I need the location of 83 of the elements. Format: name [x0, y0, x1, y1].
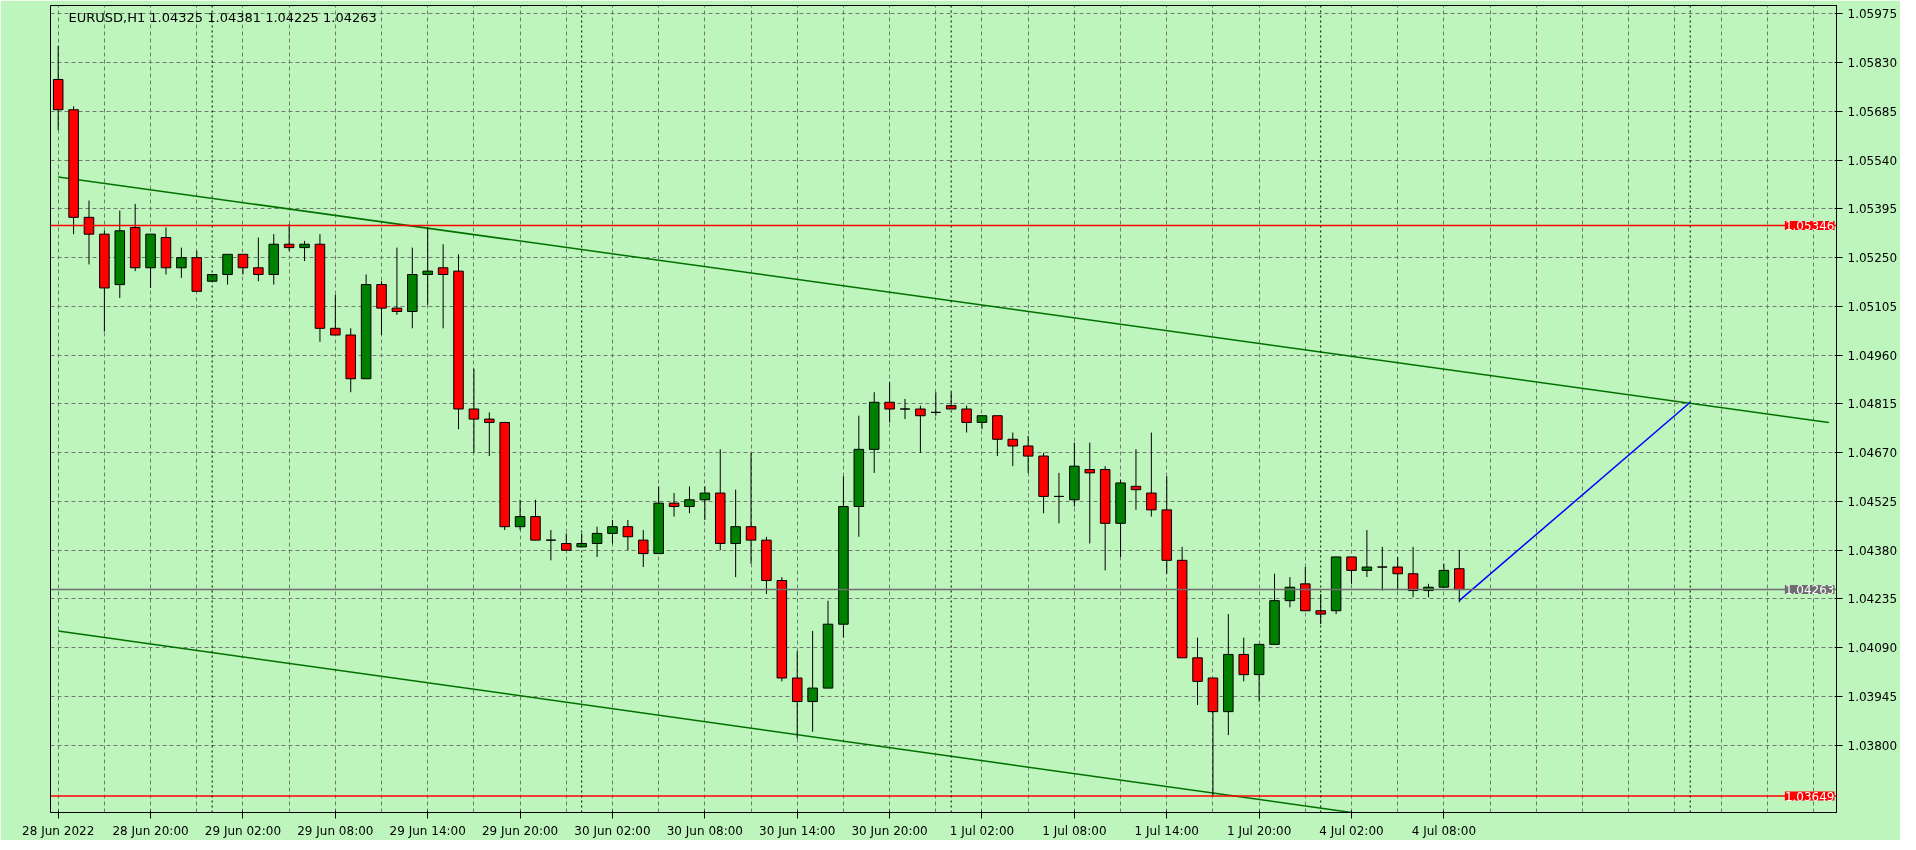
candlestick — [807, 630, 818, 733]
candlestick — [1392, 556, 1403, 592]
candlestick — [684, 485, 695, 514]
candlestick — [1022, 435, 1034, 474]
x-tick-label: 30 Jun 20:00 — [851, 823, 928, 838]
candlestick — [899, 398, 911, 420]
candlestick — [730, 489, 741, 578]
candlestick — [1454, 549, 1465, 603]
y-tick-label: 1.05250 — [1847, 251, 1898, 266]
candlestick — [1146, 432, 1157, 518]
candlestick — [884, 381, 895, 423]
candlestick — [1407, 546, 1419, 598]
candlestick — [176, 247, 187, 279]
candlestick — [1084, 442, 1096, 544]
candlestick — [1007, 432, 1019, 467]
y-tick-label: 1.04815 — [1847, 397, 1898, 412]
y-tick-label: 1.04235 — [1847, 592, 1898, 607]
candlestick — [253, 237, 264, 282]
candlestick — [530, 499, 541, 541]
candlestick — [222, 253, 233, 286]
x-tick-label: 29 Jun 20:00 — [481, 823, 559, 838]
x-tick-label: 30 Jun 14:00 — [759, 823, 836, 838]
y-tick-label: 1.05830 — [1847, 56, 1898, 71]
x-tick-label: 28 Jun 20:00 — [112, 823, 189, 838]
x-tick-label: 29 Jun 14:00 — [389, 823, 466, 838]
y-tick-label: 1.04090 — [1847, 641, 1898, 656]
candlestick — [1346, 556, 1357, 585]
candlestick — [514, 499, 526, 531]
candlestick — [591, 526, 603, 558]
y-tick-label: 1.03800 — [1847, 738, 1898, 753]
candlestick — [1438, 563, 1450, 588]
chart-title: EURUSD,H1 1.04325 1.04381 1.04225 1.04263 — [68, 9, 377, 25]
y-tick-label: 1.05395 — [1847, 202, 1898, 217]
candlestick — [607, 519, 618, 544]
candlestick — [1192, 637, 1203, 706]
candlestick — [699, 485, 711, 521]
y-tick-label: 1.04380 — [1847, 543, 1898, 558]
y-tick-label: 1.05685 — [1847, 104, 1898, 119]
x-tick-label: 4 Jul 02:00 — [1319, 823, 1384, 838]
y-tick-label: 1.05540 — [1847, 153, 1898, 168]
x-tick-label: 1 Jul 20:00 — [1226, 823, 1292, 838]
ref-line-label: 1.03649 — [1784, 789, 1835, 804]
y-tick-label: 1.03945 — [1847, 689, 1898, 704]
ref-line-label: 1.04263 — [1784, 583, 1835, 598]
candlestick — [961, 405, 972, 434]
x-tick-label: 30 Jun 02:00 — [574, 823, 651, 838]
candlestick — [1361, 529, 1373, 578]
candlestick — [1053, 472, 1065, 524]
candlestick — [745, 452, 757, 565]
candlestick — [376, 280, 387, 336]
y-tick-label: 1.05105 — [1847, 299, 1898, 314]
candlestick — [992, 415, 1003, 457]
candlestick — [1238, 637, 1250, 682]
x-tick-label: 1 Jul 08:00 — [1042, 823, 1107, 838]
y-tick-label: 1.04670 — [1847, 446, 1898, 461]
x-tick-label: 29 Jun 08:00 — [297, 823, 374, 838]
candlestick — [915, 405, 926, 454]
y-tick-label: 1.04960 — [1847, 348, 1898, 363]
x-tick-label: 1 Jul 02:00 — [949, 823, 1015, 838]
candlestick — [422, 226, 433, 306]
candlestick — [437, 243, 449, 329]
candlestick — [299, 240, 310, 262]
candlestick — [622, 519, 634, 551]
candlestick — [468, 368, 480, 454]
candlestick — [637, 529, 649, 568]
candlestick — [391, 247, 403, 316]
candlestick — [330, 294, 341, 336]
candlestick — [484, 411, 495, 457]
x-tick-label: 1 Jul 14:00 — [1134, 823, 1199, 838]
candlestick — [545, 529, 557, 561]
candlestick — [930, 391, 942, 417]
candlestick — [1377, 546, 1388, 592]
ref-line-label: 1.05346 — [1784, 218, 1835, 233]
candlestick — [237, 253, 249, 275]
x-tick-label: 29 Jun 02:00 — [204, 823, 282, 838]
x-tick-label: 30 Jun 08:00 — [666, 823, 743, 838]
candlestick — [791, 650, 803, 740]
y-tick-label: 1.04525 — [1847, 494, 1898, 509]
candlestick — [1284, 576, 1296, 608]
x-tick-label: 4 Jul 08:00 — [1411, 823, 1477, 838]
y-tick-label: 1.05975 — [1847, 7, 1898, 22]
x-tick-label: 28 Jun 2022 — [22, 823, 95, 838]
candlestick — [976, 415, 988, 430]
